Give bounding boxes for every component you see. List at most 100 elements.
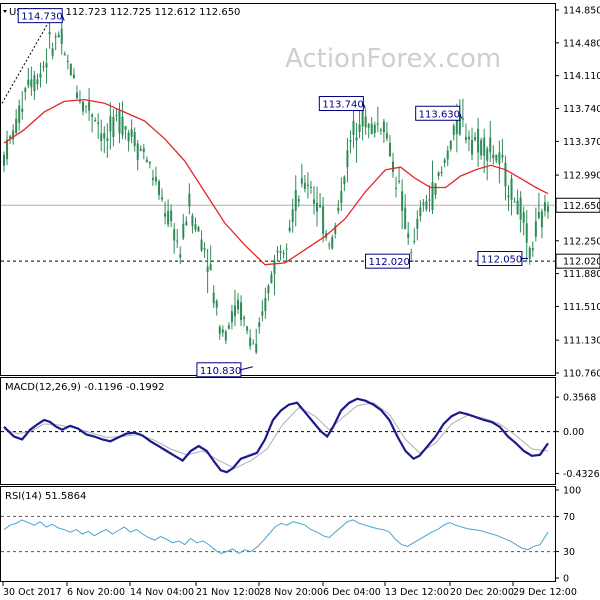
candle-body: [209, 264, 212, 271]
candle-body: [60, 28, 63, 44]
price-annotations: 114.730 113.740 113.630 112.020 112.050 110.8…: [17, 8, 528, 378]
candle-body: [285, 248, 288, 250]
candle-body: [316, 202, 319, 212]
candle-body: [9, 135, 12, 139]
macd-tick-label: -0.4326: [563, 469, 600, 480]
candle-body: [461, 118, 464, 120]
rsi-layer: [1, 515, 555, 554]
candle-body: [507, 195, 510, 198]
annotation-label: 112.050: [481, 255, 522, 266]
candle-body: [322, 206, 325, 234]
candle-body: [157, 181, 160, 196]
candle-body: [413, 240, 416, 242]
rsi-tick-label: 100: [563, 486, 581, 497]
candle-body: [364, 116, 367, 128]
candle-body: [48, 31, 51, 35]
candle-body: [297, 199, 300, 202]
candle-body: [340, 191, 343, 203]
candle-body: [331, 236, 334, 249]
annotation-label: 114.730: [21, 12, 62, 23]
support-level-box: [555, 253, 600, 269]
price-tick-label: 114.850: [563, 6, 600, 17]
rsi-panel-frame: [0, 486, 556, 582]
candle-body: [246, 326, 249, 331]
candle-body: [401, 191, 404, 211]
candle-body: [139, 149, 142, 151]
support-level-label: 112.020: [563, 257, 600, 268]
rsi-tick-label: 0: [563, 574, 569, 585]
candle-body: [464, 136, 467, 140]
time-tick-label: 21 Nov 12:00: [196, 587, 260, 598]
candle-body: [252, 343, 255, 345]
title-dropdown-icon[interactable]: [3, 10, 7, 13]
macd-tick-label: 0.00: [563, 427, 584, 438]
candle-body: [328, 244, 331, 246]
candle-body: [428, 199, 431, 201]
time-tick-label: 6 Nov 20:00: [67, 587, 125, 598]
rsi-tick-label: 30: [563, 547, 575, 558]
candle-body: [72, 74, 75, 79]
candle-body: [367, 124, 370, 128]
candle-body: [78, 100, 81, 102]
macd-layer: [1, 397, 555, 474]
price-tick-label: 110.760: [563, 369, 600, 380]
candle-body: [227, 325, 230, 329]
candle-body: [33, 75, 36, 92]
price-tick-label: 111.130: [563, 336, 600, 347]
time-tick-label: 6 Dec 04:00: [323, 587, 381, 598]
candle-body: [279, 251, 282, 253]
candle-body: [51, 48, 54, 56]
candle-body: [516, 200, 519, 215]
candle-body: [243, 317, 246, 319]
candle-body: [142, 148, 145, 153]
candle-body: [343, 176, 346, 185]
annotation-box: [196, 362, 242, 378]
candle-body: [388, 142, 391, 157]
candle-body: [519, 197, 522, 220]
candle-body: [164, 213, 167, 217]
time-tick-label: 30 Oct 2017: [3, 587, 62, 598]
rsi-title: RSI(14) 51.5864: [5, 491, 86, 502]
candle-body: [309, 186, 312, 188]
candle-body: [443, 159, 446, 164]
candle-body: [312, 199, 315, 204]
candle-body: [191, 215, 194, 226]
candle-body: [334, 225, 337, 234]
watermark: ActionForex.com: [285, 44, 501, 74]
price-tick-label: 113.370: [563, 137, 600, 148]
time-tick-label: 28 Nov 20:00: [259, 587, 323, 598]
candle-body: [449, 140, 452, 150]
candle-body: [124, 126, 127, 130]
candle-body: [27, 79, 30, 86]
annotation-label: 110.830: [200, 366, 241, 377]
trend-pointer-line: [1, 15, 53, 104]
candle-body: [57, 34, 60, 38]
annotation-label: 112.020: [369, 257, 410, 268]
candle-body: [373, 124, 376, 134]
candle-body: [106, 138, 109, 142]
candle-body: [200, 239, 203, 251]
candle-body: [370, 123, 373, 135]
candle-body: [282, 253, 285, 255]
candle-body: [452, 125, 455, 136]
candle-body: [379, 129, 382, 131]
candle-body: [392, 161, 395, 172]
candle-body: [36, 79, 39, 85]
candle-body: [170, 210, 173, 221]
candle-body: [69, 63, 72, 76]
candle-body: [294, 190, 297, 211]
candle-body: [474, 137, 477, 140]
candle-body: [258, 322, 261, 328]
rsi-axis: 100 70 30 0: [555, 486, 581, 585]
candle-body: [154, 176, 157, 182]
candle-body: [197, 227, 200, 232]
price-panel-frame: [0, 3, 556, 376]
candle-body: [467, 136, 470, 140]
candle-body: [255, 343, 258, 353]
candle-body: [66, 60, 69, 62]
candle-body: [179, 254, 182, 258]
candle-body: [291, 209, 294, 223]
candle-body: [233, 305, 236, 317]
candle-body: [416, 218, 419, 229]
